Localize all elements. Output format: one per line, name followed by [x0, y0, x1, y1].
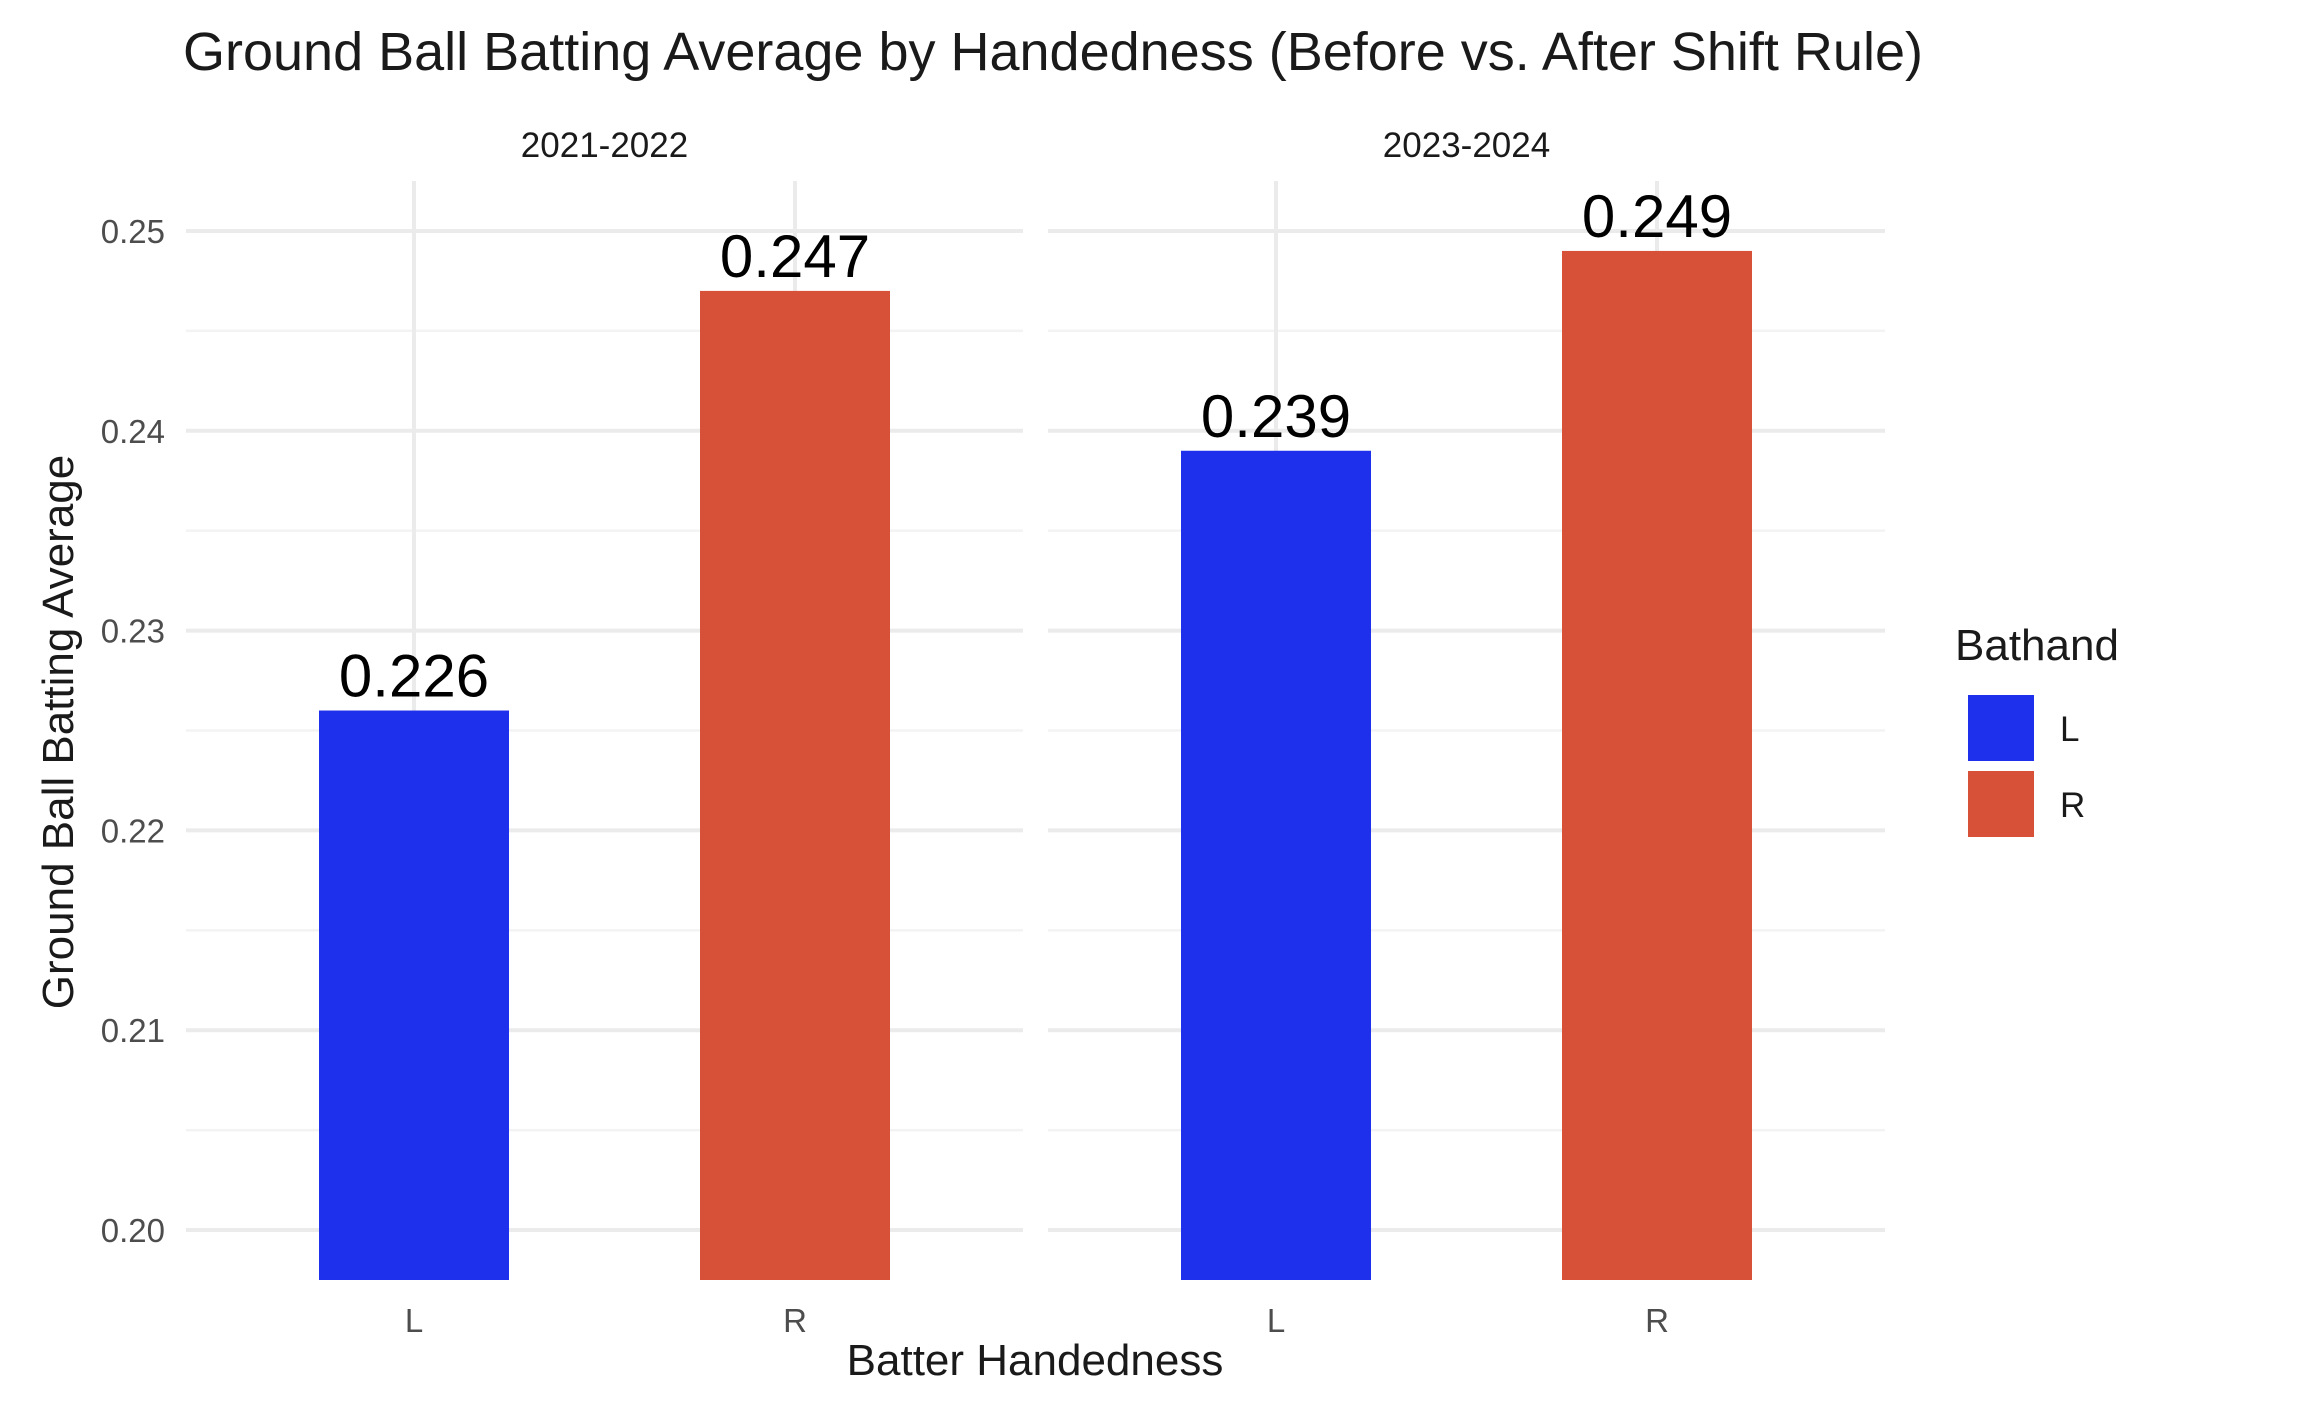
y-tick-label: 0.21: [101, 1012, 165, 1049]
x-axis-title: Batter Handedness: [847, 1336, 1224, 1385]
chart-title: Ground Ball Batting Average by Handednes…: [183, 22, 1923, 82]
bar-value-label: 0.239: [1201, 383, 1351, 450]
x-tick-label: R: [783, 1302, 807, 1339]
panels: 2021-2022 0.226 L 0.247 R 2023-2024 0.239 L 0.24…: [186, 126, 1885, 1339]
facet-strip-label: 2023-2024: [1383, 126, 1550, 165]
legend: Bathand LR: [1955, 621, 2119, 837]
y-axis-title: Ground Ball Batting Average: [34, 455, 83, 1009]
legend-title: Bathand: [1955, 621, 2119, 670]
x-tick-label: R: [1645, 1302, 1669, 1339]
y-tick-label: 0.20: [101, 1212, 165, 1249]
y-tick-label: 0.25: [101, 213, 165, 250]
panel-2023-2024: 2023-2024 0.239 L 0.249 R: [1048, 126, 1885, 1339]
y-tick-label: 0.24: [101, 413, 165, 450]
legend-key-R: [1968, 771, 2034, 837]
y-tick-label: 0.22: [101, 812, 165, 849]
legend-key-L: [1968, 695, 2034, 761]
bar-R: [1562, 250, 1752, 1280]
y-axis: 0.20 0.21 0.22 0.23 0.24 0.25: [101, 213, 165, 1249]
bar-R: [700, 290, 890, 1280]
bar-value-label: 0.226: [339, 643, 489, 710]
bar-L: [1181, 450, 1371, 1281]
x-tick-label: L: [1267, 1302, 1285, 1339]
panel-2021-2022: 2021-2022 0.226 L 0.247 R: [186, 126, 1023, 1339]
facet-strip-label: 2021-2022: [521, 126, 688, 165]
bar-value-label: 0.247: [720, 223, 870, 290]
legend-label: R: [2060, 786, 2085, 825]
bar-L: [319, 710, 509, 1280]
y-tick-label: 0.23: [101, 613, 165, 650]
bar-value-label: 0.249: [1582, 183, 1732, 250]
legend-label: L: [2060, 710, 2079, 749]
x-tick-label: L: [405, 1302, 423, 1339]
